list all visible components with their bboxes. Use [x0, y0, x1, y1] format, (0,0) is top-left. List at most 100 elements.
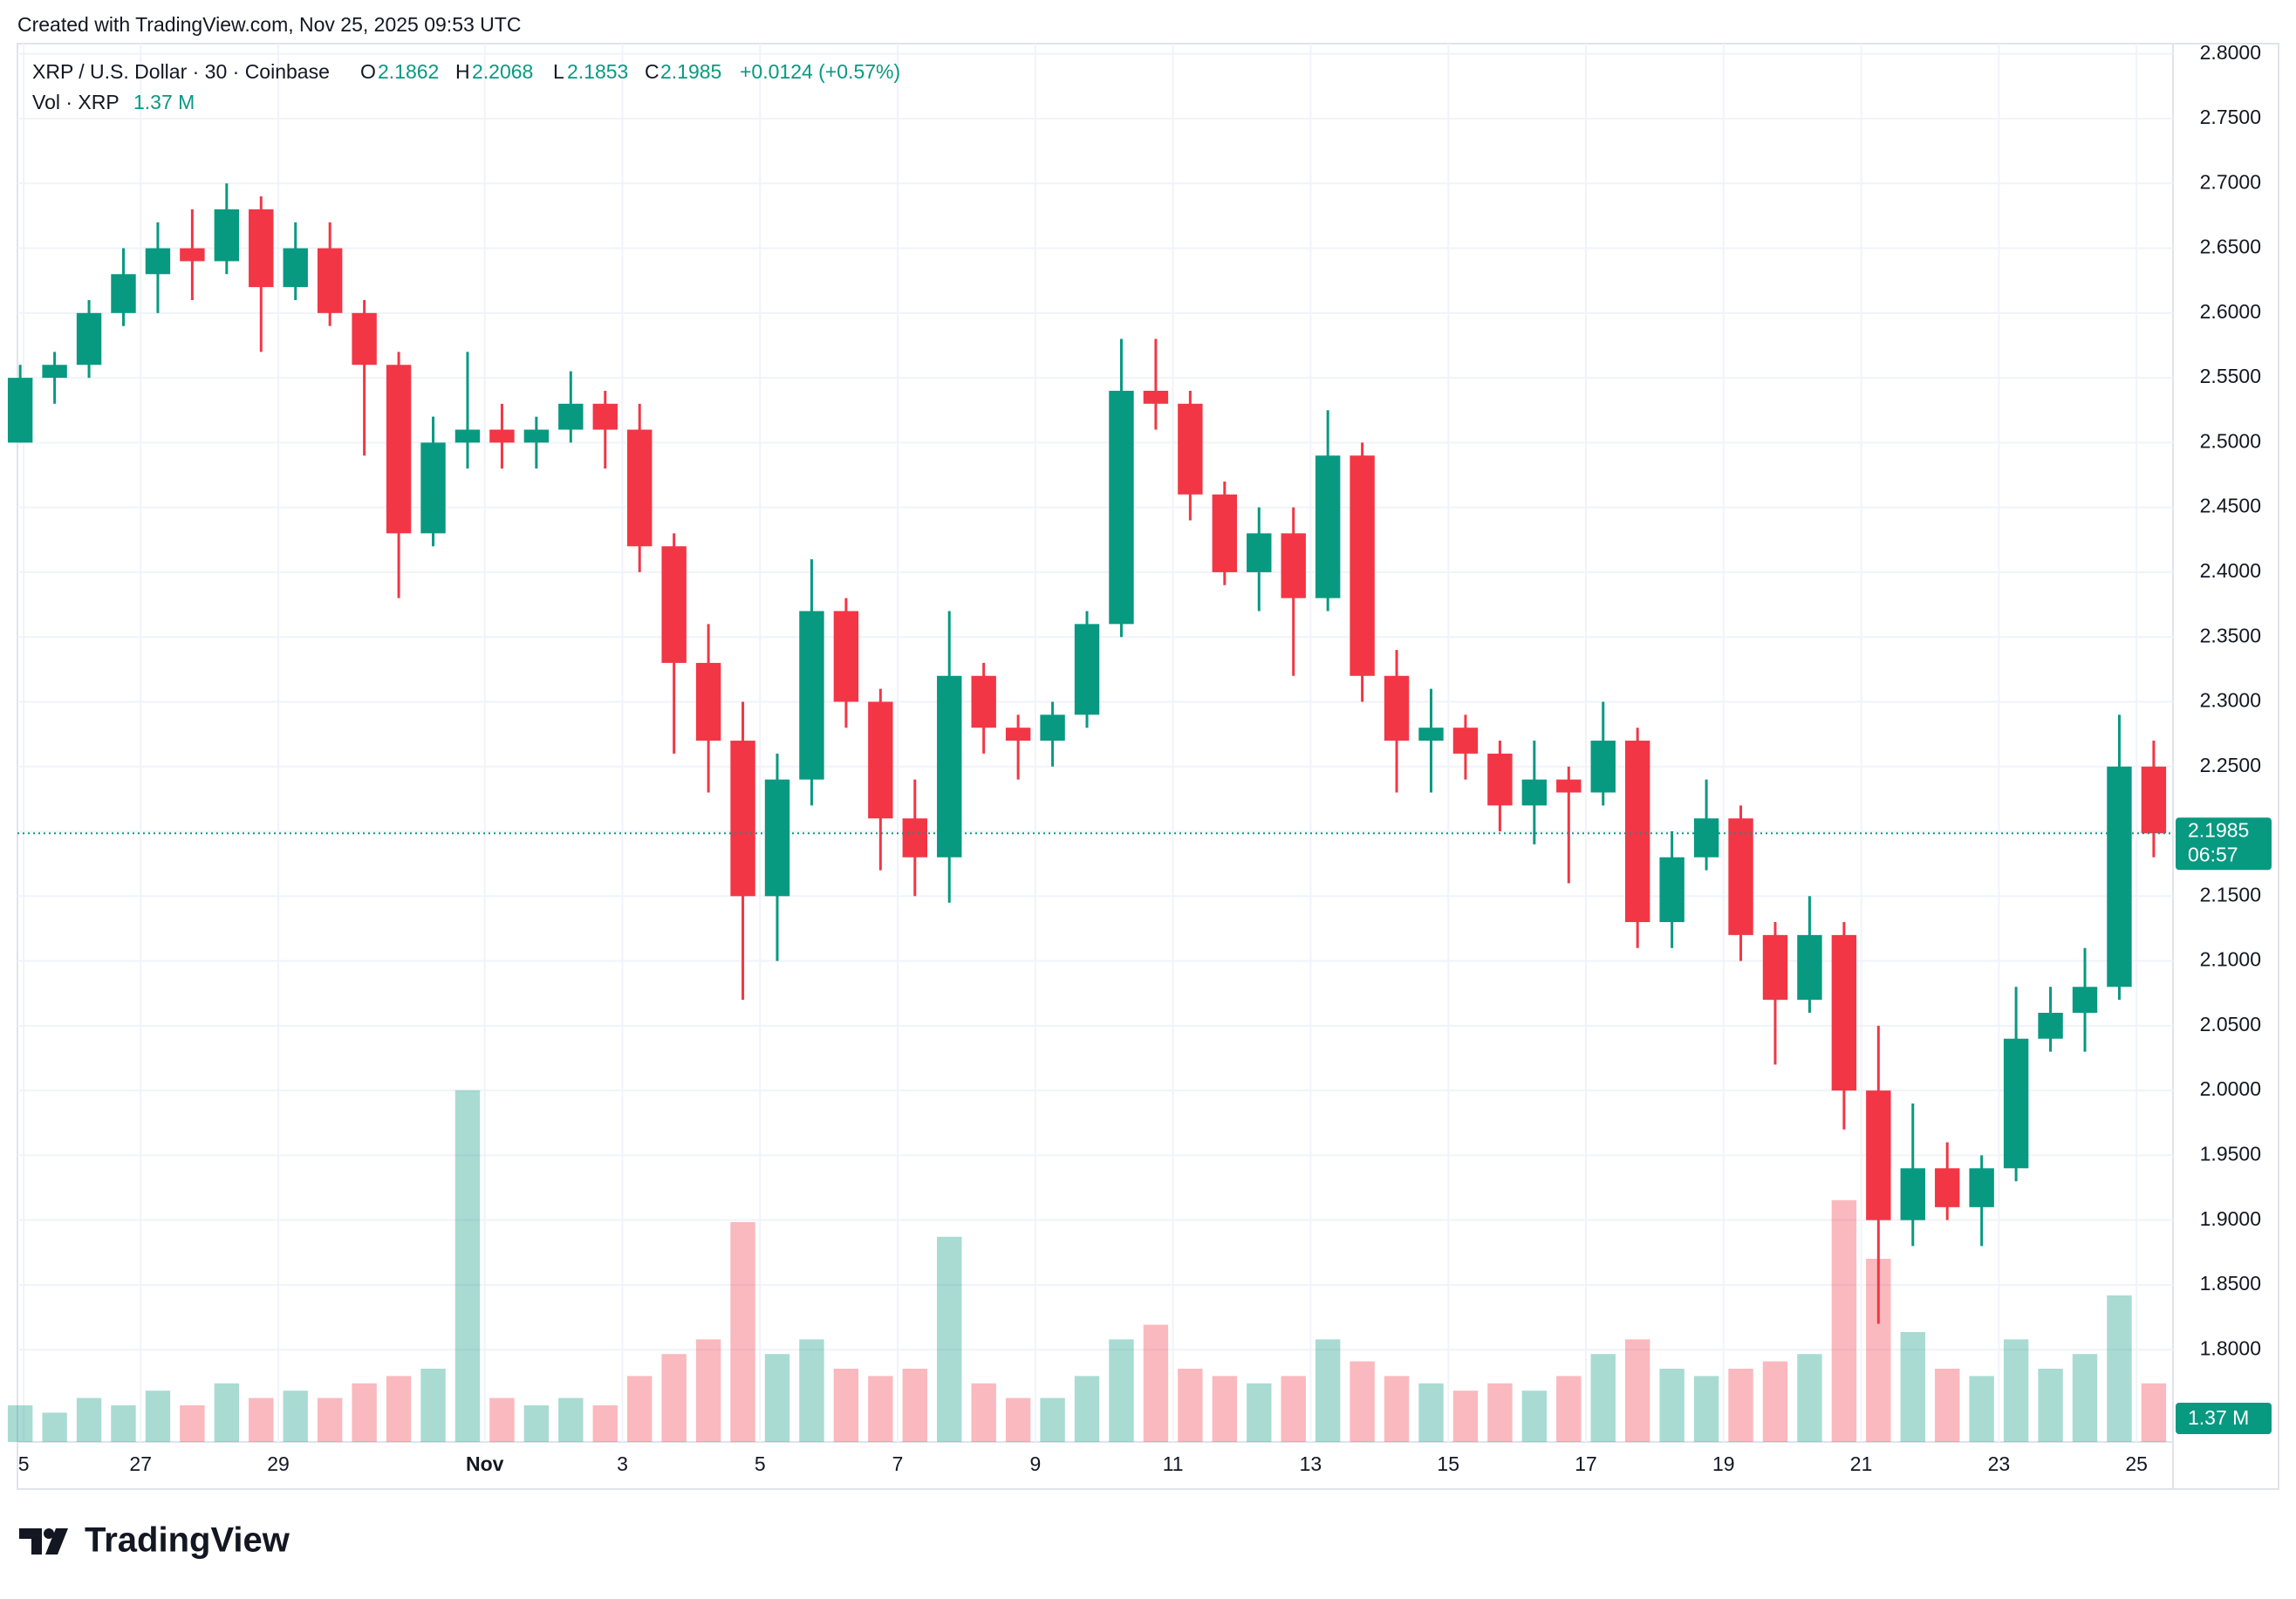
vol-title: Vol · XRP	[32, 91, 120, 113]
volume-bar	[1521, 1391, 1548, 1442]
candle-body	[489, 429, 515, 443]
last-price-label: 2.1985	[2188, 818, 2249, 841]
volume-bar	[1247, 1383, 1272, 1442]
y-tick-label: 2.7500	[2200, 106, 2261, 128]
volume-bar	[695, 1339, 721, 1442]
candle-body	[695, 662, 721, 741]
x-tick-label: 17	[1575, 1452, 1597, 1475]
candle-body	[386, 365, 412, 534]
volume-bar	[2072, 1354, 2098, 1442]
logo-dot	[44, 1528, 54, 1539]
y-tick-label: 2.0000	[2200, 1077, 2261, 1100]
candle-body	[1556, 779, 1582, 793]
volume-bar	[283, 1391, 308, 1442]
volume-bar	[937, 1236, 962, 1442]
volume-bar	[1659, 1369, 1684, 1442]
volume-bar	[833, 1369, 859, 1442]
volume-bar	[249, 1397, 274, 1442]
candle-body	[352, 312, 377, 366]
y-tick-label: 2.4500	[2200, 495, 2261, 517]
logo-text: TradingView	[85, 1521, 290, 1560]
volume-bar	[1452, 1391, 1479, 1442]
candle-body	[42, 365, 67, 379]
volume-bar	[2141, 1383, 2167, 1442]
candle-body	[2072, 987, 2098, 1014]
candle-body	[1762, 934, 1788, 1001]
h-label: H	[455, 60, 470, 83]
volume-bar	[1109, 1339, 1134, 1442]
candle-body	[1005, 728, 1031, 741]
y-tick-label: 2.6000	[2200, 300, 2261, 323]
candle-body	[764, 779, 790, 897]
candle-body	[145, 248, 171, 275]
y-tick-label: 2.1500	[2200, 883, 2261, 905]
volume-bar	[799, 1339, 824, 1442]
y-tick-label: 1.8500	[2200, 1272, 2261, 1295]
countdown-label: 06:57	[2188, 843, 2238, 865]
o-value: 2.1862	[378, 60, 439, 83]
axes: 1.8000 1.8500 1.9000 1.9500 2.0000 2.0500 2.10…	[17, 41, 2272, 1475]
volume-bar	[7, 1405, 33, 1442]
candle-body	[971, 675, 996, 728]
volume-bar	[1315, 1339, 1341, 1442]
candle-body	[1590, 741, 1616, 793]
candle-body	[1350, 455, 1375, 676]
candle-body	[833, 611, 859, 702]
candle-body	[214, 208, 240, 262]
y-tick-label: 1.9000	[2200, 1207, 2261, 1230]
candle-body	[7, 378, 33, 443]
candle-body	[1728, 818, 1753, 935]
y-tick-label: 2.8000	[2200, 41, 2261, 64]
candle-body	[1969, 1168, 1994, 1207]
volume-bar	[1590, 1354, 1616, 1442]
volume-bar	[902, 1369, 927, 1442]
candle-body	[1487, 753, 1513, 806]
logo-icon	[19, 1528, 68, 1555]
x-tick-label: 5	[755, 1452, 766, 1475]
candle-body	[1659, 857, 1684, 923]
candle-body	[661, 546, 687, 663]
candle-body	[523, 429, 550, 443]
candle-body	[1384, 675, 1410, 741]
candle-body	[1831, 934, 1857, 1091]
y-tick-label: 2.2500	[2200, 754, 2261, 776]
logo: TradingView	[19, 1521, 290, 1560]
candle-body	[627, 429, 653, 547]
volume-bar	[661, 1354, 687, 1442]
candle-body	[111, 274, 136, 313]
volume-bar	[1418, 1383, 1444, 1442]
volume-bar	[1556, 1376, 1582, 1442]
symbol-title: XRP / U.S. Dollar · 30 · Coinbase	[32, 60, 330, 83]
volume-bar	[1900, 1332, 1925, 1442]
volume-bar	[76, 1397, 102, 1442]
x-tick-label: 27	[129, 1452, 152, 1475]
volume-label-box	[2176, 1403, 2272, 1434]
candle-body	[76, 312, 102, 366]
volume-bar	[2107, 1295, 2132, 1442]
y-tick-label: 2.6500	[2200, 236, 2261, 258]
y-tick-label: 1.9500	[2200, 1142, 2261, 1165]
x-tick-label: 9	[1029, 1452, 1041, 1475]
volume-bar	[558, 1397, 584, 1442]
volume-bar	[352, 1383, 377, 1442]
x-tick-label: 5	[18, 1452, 30, 1475]
volume-bar	[1178, 1369, 1203, 1442]
y-tick-label: 2.0500	[2200, 1013, 2261, 1035]
x-tick-label: 7	[892, 1452, 904, 1475]
candle-body	[799, 611, 824, 780]
candle-body	[1624, 741, 1650, 923]
volume-bar	[1762, 1361, 1788, 1442]
x-tick-label: 11	[1163, 1452, 1184, 1475]
change: +0.0124 (+0.57%)	[740, 60, 900, 83]
c-value: 2.1985	[660, 60, 721, 83]
volume-bar	[111, 1405, 136, 1442]
candle-body	[592, 403, 618, 430]
candle-body	[1040, 714, 1065, 741]
candle-body	[2003, 1038, 2029, 1169]
y-tick-label: 2.4000	[2200, 559, 2261, 582]
volume-bar	[1143, 1324, 1169, 1442]
candle-body	[1074, 624, 1100, 715]
volume-bar	[42, 1412, 67, 1442]
volume-bar	[386, 1376, 412, 1442]
